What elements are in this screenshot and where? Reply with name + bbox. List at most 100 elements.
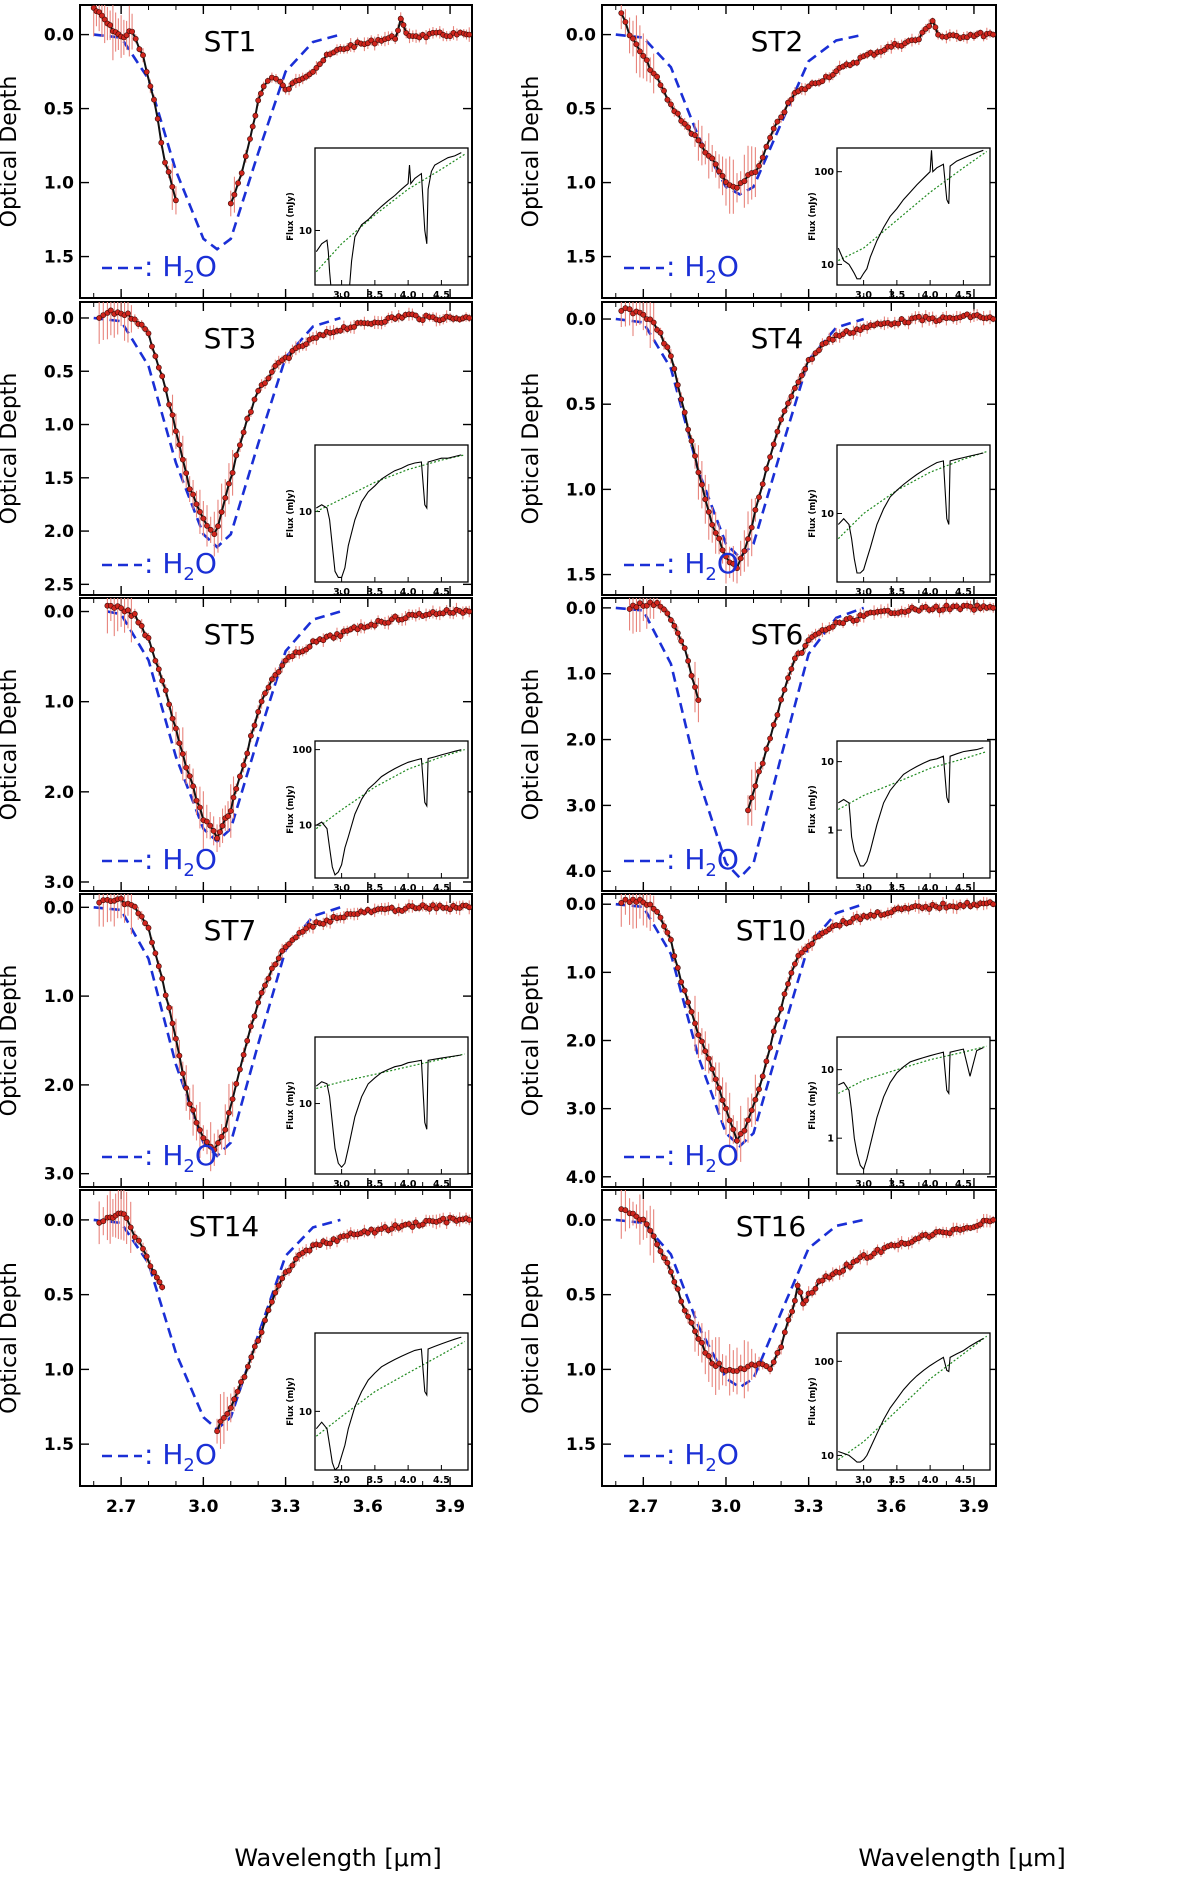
data-point bbox=[292, 934, 299, 941]
legend-text: 2 bbox=[183, 564, 194, 585]
data-point bbox=[262, 982, 268, 989]
data-point bbox=[633, 604, 640, 611]
data-point bbox=[770, 1359, 777, 1365]
data-point bbox=[767, 1366, 773, 1372]
data-point bbox=[251, 722, 258, 729]
data-point bbox=[661, 1254, 667, 1261]
data-point bbox=[440, 610, 447, 617]
inset-flux-line bbox=[315, 1054, 462, 1169]
y-tick-label: 1.5 bbox=[566, 566, 596, 586]
data-point bbox=[320, 57, 327, 64]
data-point bbox=[215, 1140, 221, 1146]
data-point bbox=[466, 315, 472, 321]
data-point bbox=[136, 46, 143, 53]
data-point bbox=[650, 1233, 657, 1239]
data-point bbox=[647, 1227, 654, 1234]
data-point bbox=[803, 1297, 809, 1304]
x-tick-label: 3.0 bbox=[188, 1497, 218, 1517]
panel-st1: 0.0 0.5 1.0 1.5 Optical Depth ST1: H2O 3.0 3.5 4… bbox=[0, 4, 473, 301]
data-point bbox=[685, 658, 691, 664]
legend-text: 2 bbox=[705, 267, 716, 288]
data-point bbox=[622, 896, 629, 903]
data-point bbox=[200, 515, 207, 522]
data-point bbox=[337, 633, 344, 639]
plot-area bbox=[93, 302, 472, 557]
data-point bbox=[774, 712, 781, 718]
data-point bbox=[905, 607, 912, 614]
data-point bbox=[143, 1253, 150, 1260]
inset-x-tick-label: 4.5 bbox=[955, 290, 972, 301]
legend-text: : H bbox=[666, 1139, 705, 1172]
inset-y-tick-label: 10 bbox=[821, 757, 835, 768]
inset-frame bbox=[836, 1036, 991, 1175]
h2o-model-line bbox=[615, 33, 864, 196]
data-point bbox=[716, 168, 722, 175]
data-point bbox=[255, 708, 262, 715]
data-point bbox=[664, 1259, 671, 1266]
inset-y-tick-label: 10 bbox=[299, 507, 313, 518]
data-point bbox=[123, 32, 130, 39]
data-point bbox=[313, 65, 320, 71]
inset-x-tick-label: 3.5 bbox=[366, 1475, 383, 1486]
data-point bbox=[273, 75, 279, 82]
y-axis-label: Optical Depth bbox=[0, 76, 22, 228]
inset-plot-area bbox=[315, 749, 465, 876]
inset-x-tick-label: 3.0 bbox=[333, 883, 350, 894]
data-point bbox=[172, 1035, 179, 1042]
data-point bbox=[125, 607, 131, 614]
inset-y-tick-label: 10 bbox=[299, 821, 313, 832]
inset-frame bbox=[314, 147, 469, 286]
data-point bbox=[214, 1428, 220, 1435]
data-point bbox=[155, 364, 162, 371]
data-point bbox=[190, 491, 196, 498]
data-point bbox=[756, 494, 762, 501]
data-point bbox=[251, 396, 258, 403]
data-point bbox=[681, 1307, 688, 1314]
legend-label: : H2O bbox=[666, 1139, 739, 1177]
inset-x-tick-label: 3.0 bbox=[855, 1475, 872, 1486]
panel-title: ST3 bbox=[204, 322, 257, 355]
data-point bbox=[99, 12, 105, 19]
inset-x-tick-label: 3.0 bbox=[855, 1179, 872, 1190]
data-point bbox=[159, 677, 166, 684]
data-point bbox=[802, 365, 809, 372]
data-point bbox=[229, 1096, 236, 1102]
data-point bbox=[699, 142, 705, 149]
inset-x-tick-label: 3.5 bbox=[366, 883, 383, 894]
legend-text: O bbox=[717, 1139, 739, 1172]
inset-x-tick-label: 4.0 bbox=[400, 1179, 417, 1190]
data-point bbox=[397, 15, 404, 22]
data-point bbox=[385, 619, 392, 626]
data-point bbox=[716, 1085, 722, 1091]
data-point bbox=[626, 606, 633, 612]
data-point bbox=[668, 617, 674, 623]
data-point bbox=[240, 429, 247, 436]
data-point bbox=[829, 623, 836, 630]
y-tick-label: 0.0 bbox=[44, 26, 74, 46]
data-point bbox=[251, 1343, 258, 1350]
data-point bbox=[149, 646, 155, 653]
legend-label: : H2O bbox=[666, 250, 739, 288]
data-point bbox=[289, 1262, 296, 1269]
inset-x-tick-label: 3.5 bbox=[366, 587, 383, 598]
data-point bbox=[162, 159, 168, 166]
data-point bbox=[692, 1328, 698, 1335]
x-tick-label: 3.6 bbox=[353, 1497, 383, 1517]
inset-frame bbox=[314, 1036, 469, 1175]
data-point bbox=[798, 372, 805, 379]
y-tick-label: 2.0 bbox=[44, 783, 74, 803]
data-point bbox=[316, 1242, 323, 1248]
data-point bbox=[674, 110, 681, 117]
data-point bbox=[664, 96, 671, 103]
legend-text: : H bbox=[144, 843, 183, 876]
data-point bbox=[709, 155, 716, 162]
panel-st10: 0.0 1.0 2.0 3.0 4.0 Optical Depth ST10: H2O 3.0… bbox=[519, 893, 997, 1190]
data-point bbox=[231, 1396, 238, 1403]
legend-label: : H2O bbox=[666, 547, 739, 585]
data-point bbox=[767, 1044, 773, 1051]
inset-frame bbox=[314, 1332, 469, 1471]
data-point bbox=[836, 922, 843, 929]
data-point bbox=[320, 921, 327, 927]
legend-label: : H2O bbox=[144, 547, 217, 585]
data-point bbox=[247, 732, 254, 739]
